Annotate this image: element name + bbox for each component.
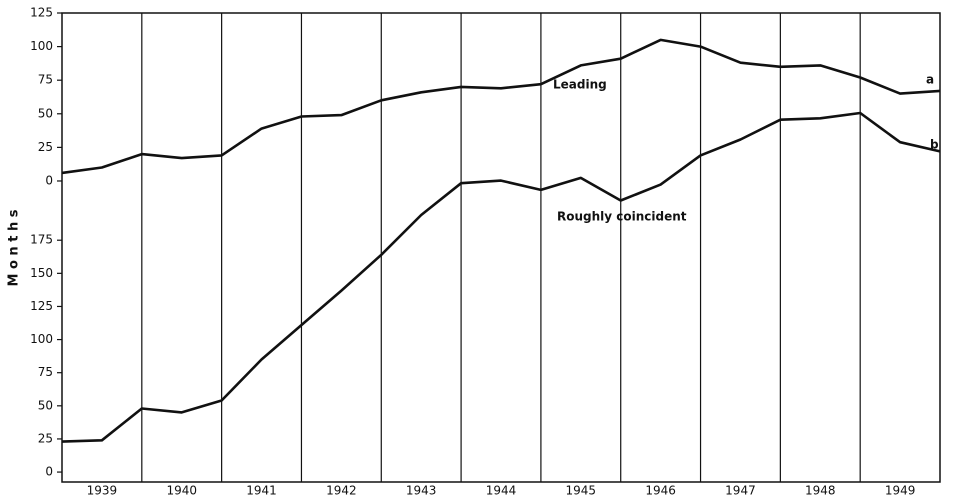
y-tick-label: 0 — [45, 173, 53, 187]
plot-frame — [61, 12, 941, 483]
annotation: b — [930, 138, 939, 152]
y2-tick-label: 0 — [45, 465, 53, 479]
y2-tick-label: 25 — [38, 431, 53, 445]
y-tick-label: 100 — [30, 39, 53, 53]
line-series — [61, 38, 941, 175]
y2-tick-label: 175 — [30, 233, 53, 247]
y-tick-label: 25 — [38, 140, 53, 154]
annotation: Roughly coincident — [557, 210, 687, 224]
y2-tick-label: 75 — [38, 365, 53, 379]
y-tick-label: 50 — [38, 106, 53, 120]
annotation: Leading — [553, 78, 607, 92]
y-axis-label: M o n t h s — [7, 209, 22, 286]
x-tick-label: 1939 — [87, 484, 118, 497]
x-tick-label: 1945 — [566, 484, 597, 497]
line-series — [61, 111, 941, 443]
x-tick-label: 1947 — [725, 484, 756, 497]
x-tick-label: 1943 — [406, 484, 437, 497]
y2-tick-label: 150 — [30, 266, 53, 280]
x-tick-label: 1946 — [645, 484, 676, 497]
x-tick-label: 1942 — [326, 484, 357, 497]
y2-tick-label: 125 — [30, 299, 53, 313]
x-tick-label: 1944 — [486, 484, 517, 497]
y2-tick-label: 50 — [38, 398, 53, 412]
annotation: a — [926, 73, 934, 87]
y-tick-label: 125 — [30, 6, 53, 20]
x-tick-label: 1948 — [805, 484, 836, 497]
x-tick-label: 1949 — [885, 484, 916, 497]
y-tick-label: 75 — [38, 73, 53, 87]
x-tick-label: 1940 — [166, 484, 197, 497]
y2-tick-label: 100 — [30, 332, 53, 346]
x-tick-label: 1941 — [246, 484, 277, 497]
